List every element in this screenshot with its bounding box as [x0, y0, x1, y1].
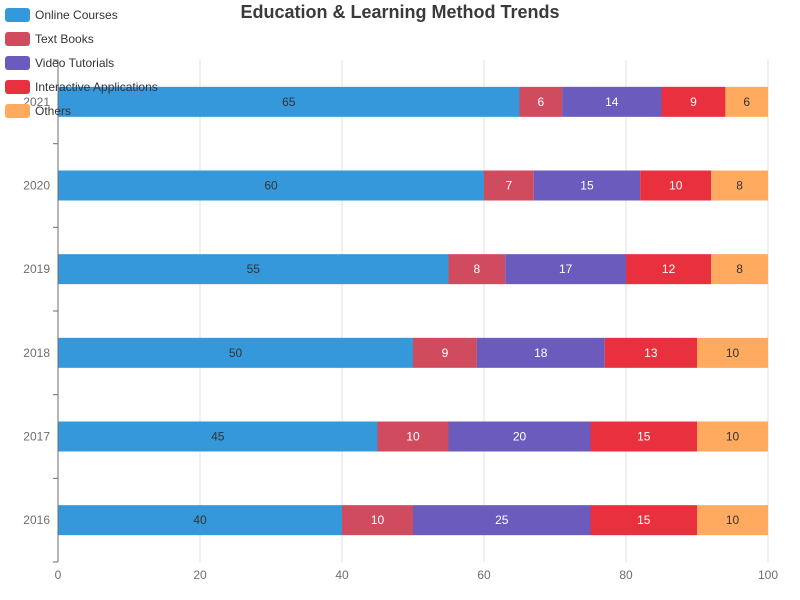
bar-value-label: 40: [193, 513, 207, 527]
bar-value-label: 10: [669, 179, 683, 193]
bar-value-label: 9: [442, 346, 449, 360]
bar-value-label: 7: [506, 179, 513, 193]
bar-value-label: 65: [282, 95, 296, 109]
bar-value-label: 8: [474, 262, 481, 276]
y-tick-label: 2021: [23, 95, 50, 109]
y-tick-label: 2019: [23, 262, 50, 276]
bar-segment: [413, 505, 591, 536]
bar-segment: [377, 421, 449, 452]
bar-segment: [505, 254, 626, 285]
y-tick-label: 2020: [23, 179, 50, 193]
legend: Online Courses Text Books Video Tutorials I…: [5, 3, 158, 123]
legend-item[interactable]: Interactive Applications: [5, 75, 158, 99]
y-tick-label: 2016: [23, 513, 50, 527]
x-tick-label: 80: [619, 568, 633, 582]
bar-value-label: 14: [605, 95, 619, 109]
legend-swatch: [5, 80, 30, 94]
bar-value-label: 60: [264, 179, 278, 193]
bar-segment: [519, 86, 563, 117]
chart-title: Education & Learning Method Trends: [240, 2, 560, 22]
bar-segment: [562, 86, 662, 117]
bar-segment: [58, 337, 413, 368]
bar-segment: [533, 170, 641, 201]
bar-segment: [58, 170, 484, 201]
x-tick-label: 0: [55, 568, 62, 582]
bar-segment: [697, 337, 768, 368]
bar-value-label: 10: [371, 513, 385, 527]
bar-value-label: 6: [537, 95, 544, 109]
bar-segment: [640, 170, 712, 201]
bar-segment: [58, 505, 342, 536]
legend-item[interactable]: Text Books: [5, 27, 158, 51]
bar-segment: [58, 254, 449, 285]
bar-value-label: 18: [534, 346, 548, 360]
x-tick-label: 60: [477, 568, 491, 582]
bar-segment: [413, 337, 477, 368]
bar-value-label: 13: [644, 346, 658, 360]
legend-label: Online Courses: [35, 8, 118, 22]
bar-segment: [476, 337, 605, 368]
legend-label: Interactive Applications: [35, 80, 158, 94]
bar-value-label: 50: [229, 346, 243, 360]
x-tick-label: 40: [335, 568, 349, 582]
legend-label: Video Tutorials: [35, 56, 115, 70]
bar-value-label: 8: [736, 262, 743, 276]
bar-segment: [590, 421, 697, 452]
bar-segment: [604, 337, 697, 368]
bar-segment: [342, 505, 413, 536]
bar-segment: [711, 254, 768, 285]
bar-value-label: 25: [495, 513, 509, 527]
bar-value-label: 10: [726, 513, 740, 527]
bar-value-label: 10: [406, 430, 420, 444]
legend-item[interactable]: Video Tutorials: [5, 51, 158, 75]
bar-value-label: 6: [743, 95, 750, 109]
bar-segment: [697, 505, 768, 536]
bar-segment: [697, 421, 768, 452]
bar-segment: [661, 86, 726, 117]
bar-segment: [725, 86, 768, 117]
y-tick-label: 2018: [23, 346, 50, 360]
bar-segment: [58, 421, 378, 452]
bar-segment: [590, 505, 697, 536]
bar-value-label: 15: [637, 513, 651, 527]
bars: 40 10 25 15 10 45 10 20 15 10 50 9 18 13 10 55 8 17 12 8 60 7…: [58, 86, 768, 536]
bar-segment: [484, 170, 534, 201]
bar-value-label: 12: [662, 262, 676, 276]
bar-segment: [626, 254, 712, 285]
bar-value-label: 15: [580, 179, 594, 193]
bar-value-label: 10: [726, 430, 740, 444]
bar-value-label: 8: [736, 179, 743, 193]
bar-value-label: 55: [247, 262, 261, 276]
bar-value-label: 17: [559, 262, 573, 276]
bar-value-label: 10: [726, 346, 740, 360]
y-tick-label: 2017: [23, 430, 50, 444]
legend-label: Text Books: [35, 32, 94, 46]
legend-item[interactable]: Online Courses: [5, 3, 158, 27]
bar-segment: [711, 170, 768, 201]
bar-value-label: 15: [637, 430, 651, 444]
bar-value-label: 20: [513, 430, 527, 444]
legend-label: Others: [35, 104, 72, 118]
bar-value-label: 9: [690, 95, 697, 109]
legend-swatch: [5, 8, 30, 22]
grid-lines: [199, 60, 769, 562]
x-tick-label: 20: [193, 568, 207, 582]
bar-value-label: 45: [211, 430, 225, 444]
legend-swatch: [5, 56, 30, 70]
legend-swatch: [5, 32, 30, 46]
bar-segment: [58, 86, 520, 117]
legend-item[interactable]: Others: [5, 99, 158, 123]
bar-segment: [448, 421, 591, 452]
legend-swatch: [5, 104, 30, 118]
x-tick-label: 100: [758, 568, 778, 582]
bar-segment: [448, 254, 506, 285]
